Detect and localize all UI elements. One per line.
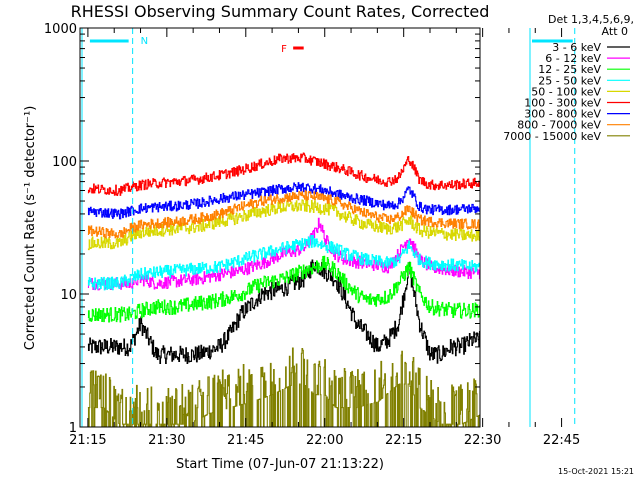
series-line [87,347,480,427]
legend-label: 6 - 12 keV [545,52,601,65]
plot-frame [79,27,481,428]
series-group [87,152,480,427]
x-tick-label: 22:00 [306,433,343,448]
night-annotation: N [141,36,148,47]
x-tick-label: 21:15 [69,433,106,448]
legend-label: 100 - 300 keV [524,97,601,110]
y-tick-label: 100 [52,155,77,170]
x-tick-label: 22:15 [385,433,422,448]
series-line [87,255,480,323]
y-axis-label: Corrected Count Rate (s⁻¹ detector⁻¹) [23,106,38,351]
chart-title: RHESSI Observing Summary Count Rates, Co… [71,2,490,21]
series-line [87,235,480,291]
series-line [87,182,480,220]
legend-header: Att 0 [602,25,628,38]
series-line [87,190,480,239]
y-tick-label: 1000 [44,22,77,37]
legend-label: 50 - 100 keV [531,85,601,98]
series-line [87,217,480,291]
x-tick-label: 21:45 [227,433,264,448]
x-tick-label: 21:30 [148,433,185,448]
flare-annotation: F [281,44,287,55]
legend-label: 800 - 7000 keV [517,119,601,132]
timestamp: 15-Oct-2021 15:21 [558,467,634,476]
legend-label: 25 - 50 keV [538,74,601,87]
x-tick-label: 22:45 [543,433,580,448]
legend-label: 3 - 6 keV [552,41,601,54]
y-tick-label: 10 [60,288,77,303]
series-line [87,152,480,196]
x-tick-label: 22:30 [464,433,501,448]
legend-header: Det 1,3,4,5,6,9, [548,13,634,26]
legend-label: 7000 - 15000 keV [503,130,601,143]
legend-label: 12 - 25 keV [538,63,601,76]
y-tick-label: 1 [69,421,77,436]
x-axis-label: Start Time (07-Jun-07 21:13:22) [176,457,384,472]
legend-label: 300 - 800 keV [524,108,601,121]
series-line [87,199,480,251]
